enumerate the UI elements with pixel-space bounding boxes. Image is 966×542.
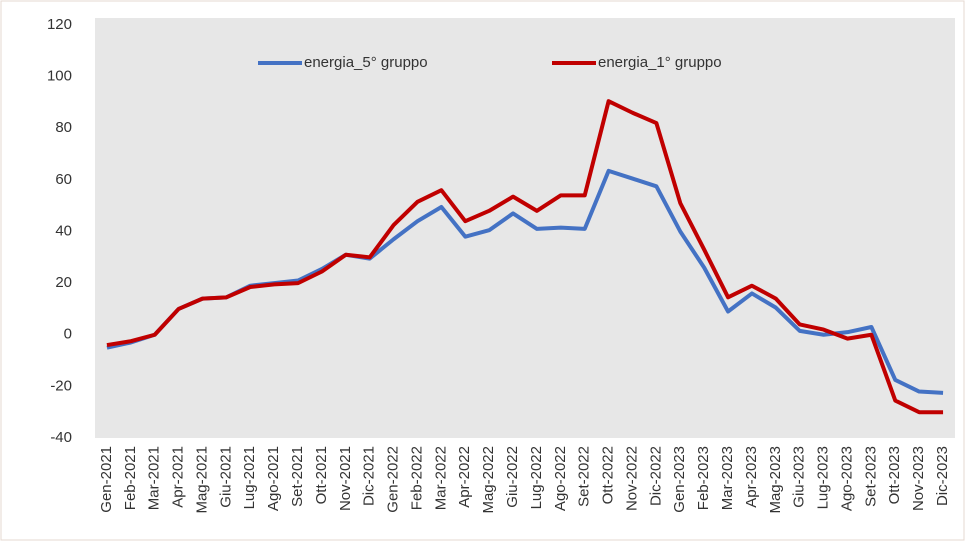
x-tick-label: Set-2023 (862, 446, 879, 507)
x-tick-label: Mag-2021 (193, 446, 210, 514)
legend-label: energia_5° gruppo (304, 54, 428, 71)
x-tick-label: Ago-2021 (265, 446, 282, 511)
y-tick-label: -20 (50, 377, 72, 394)
x-tick-label: Giu-2021 (217, 446, 234, 508)
y-tick-label: 60 (55, 171, 72, 188)
y-tick-label: 20 (55, 274, 72, 291)
x-tick-label: Nov-2022 (623, 446, 640, 511)
legend-label: energia_1° gruppo (598, 54, 722, 71)
y-tick-label: 40 (55, 222, 72, 239)
x-tick-label: Lug-2022 (528, 446, 545, 509)
x-tick-label: Dic-2023 (934, 446, 951, 506)
x-tick-label: Mag-2023 (767, 446, 784, 514)
plot-area (95, 18, 955, 438)
x-tick-label: Mar-2023 (719, 446, 736, 510)
x-tick-label: Gen-2022 (385, 446, 402, 513)
series-line (106, 99, 944, 415)
y-tick-label: -40 (50, 429, 72, 446)
x-tick-label: Nov-2023 (910, 446, 927, 511)
y-tick-label: 80 (55, 119, 72, 136)
x-tick-label: Feb-2022 (408, 446, 425, 510)
x-tick-label: Mar-2022 (432, 446, 449, 510)
x-tick-label: Ago-2022 (552, 446, 569, 511)
x-tick-label: Ago-2023 (838, 446, 855, 511)
x-tick-label: Ott-2021 (313, 446, 330, 504)
x-tick-label: Dic-2022 (647, 446, 664, 506)
x-tick-label: Mar-2021 (146, 446, 163, 510)
x-tick-label: Ott-2023 (886, 446, 903, 504)
x-tick-label: Feb-2021 (122, 446, 139, 510)
x-tick-label: Set-2022 (576, 446, 593, 507)
y-tick-label: 120 (47, 16, 72, 33)
x-tick-label: Feb-2023 (695, 446, 712, 510)
x-tick-label: Gen-2023 (671, 446, 688, 513)
x-tick-label: Apr-2023 (743, 446, 760, 508)
x-tick-label: Set-2021 (289, 446, 306, 507)
x-tick-label: Gen-2021 (98, 446, 115, 513)
x-tick-label: Nov-2021 (337, 446, 354, 511)
y-tick-label: 100 (47, 68, 72, 85)
x-tick-label: Giu-2022 (504, 446, 521, 508)
x-tick-label: Apr-2022 (456, 446, 473, 508)
x-tick-label: Apr-2021 (170, 446, 187, 508)
x-tick-label: Dic-2021 (361, 446, 378, 506)
x-tick-label: Mag-2022 (480, 446, 497, 514)
x-tick-label: Ott-2022 (600, 446, 617, 504)
x-tick-label: Giu-2023 (791, 446, 808, 508)
x-tick-label: Lug-2023 (815, 446, 832, 509)
x-tick-label: Lug-2021 (241, 446, 258, 509)
y-tick-label: 0 (64, 326, 72, 343)
